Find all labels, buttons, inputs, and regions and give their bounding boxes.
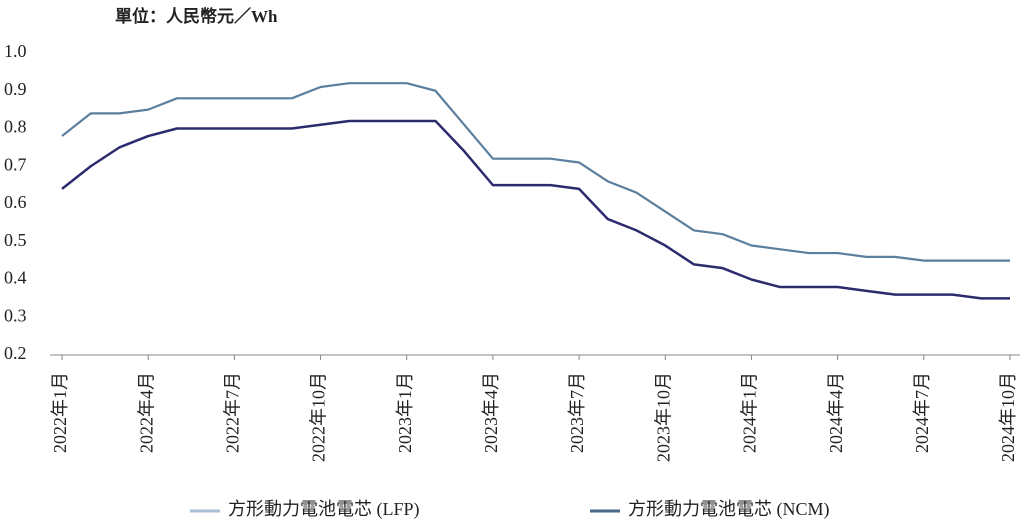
legend-label: 方形動力電池電芯 (LFP) <box>228 499 420 520</box>
series-line <box>61 82 1010 262</box>
y-tick-label: 1.0 <box>4 41 27 61</box>
y-tick-label: 0.6 <box>4 192 27 212</box>
legend-label: 方形動力電池電芯 (NCM) <box>628 499 830 520</box>
x-tick-label: 2023年1月 <box>395 372 415 453</box>
x-tick-label: 2024年1月 <box>740 372 760 453</box>
y-tick-label: 0.3 <box>4 305 27 325</box>
y-tick-label: 0.9 <box>4 79 27 99</box>
x-tick-label: 2024年10月 <box>998 372 1018 462</box>
y-tick-label: 0.2 <box>4 343 27 363</box>
y-tick-label: 0.8 <box>4 117 27 137</box>
x-tick-label: 2022年10月 <box>309 372 329 462</box>
series-line <box>61 119 1010 300</box>
x-tick-label: 2024年4月 <box>826 372 846 453</box>
y-tick-label: 0.5 <box>4 230 27 250</box>
x-tick-label: 2022年7月 <box>222 372 242 453</box>
x-tick-label: 2023年4月 <box>481 372 501 453</box>
y-tick-label: 0.4 <box>4 268 27 288</box>
x-tick-label: 2022年4月 <box>136 372 156 453</box>
x-tick-label: 2023年10月 <box>653 372 673 462</box>
x-tick-label: 2024年7月 <box>912 372 932 453</box>
x-tick-label: 2023年7月 <box>567 372 587 453</box>
y-tick-label: 0.7 <box>4 154 27 174</box>
chart-title: 單位：人民幣元／Wh <box>115 6 278 26</box>
x-tick-label: 2022年1月 <box>50 372 70 453</box>
